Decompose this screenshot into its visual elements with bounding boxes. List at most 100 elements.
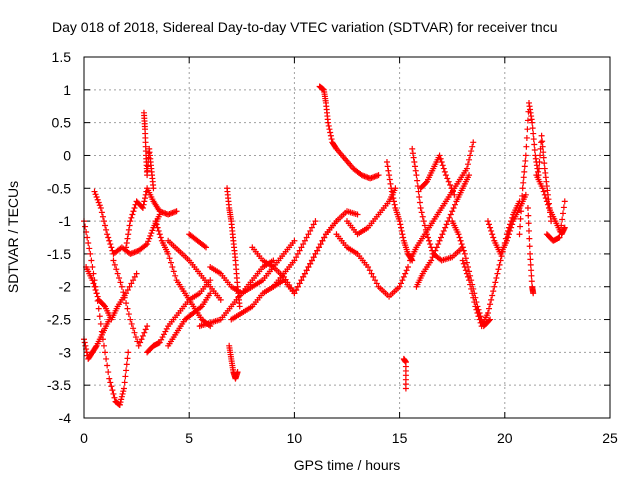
data-point [522, 157, 529, 164]
data-point [445, 178, 452, 185]
data-point [437, 234, 444, 241]
data-point [293, 254, 300, 261]
data-point [528, 272, 535, 279]
data-point [527, 250, 534, 257]
data-point [557, 228, 564, 235]
data-point [354, 211, 361, 218]
data-point [506, 231, 513, 238]
data-point [463, 270, 470, 277]
data-point [84, 234, 91, 241]
data-point [411, 159, 418, 166]
data-point [93, 290, 100, 297]
data-point [134, 338, 141, 345]
data-point [470, 294, 477, 301]
data-point [490, 288, 497, 295]
data-point [96, 313, 103, 320]
data-point [414, 177, 421, 184]
data-point [466, 277, 473, 284]
data-point [561, 224, 568, 231]
data-point [476, 316, 483, 323]
data-point [469, 290, 476, 297]
data-point [468, 148, 475, 155]
data-point [89, 277, 96, 284]
data-point [402, 270, 409, 277]
data-point [95, 305, 102, 312]
data-point [217, 296, 224, 303]
data-point [385, 167, 392, 174]
data-point [141, 329, 148, 336]
data-point [466, 172, 473, 179]
data-point [519, 185, 526, 192]
data-point [124, 235, 131, 242]
data-point [100, 342, 107, 349]
data-point [422, 179, 429, 186]
data-point [396, 218, 403, 225]
data-point [103, 355, 110, 362]
data-point [412, 167, 419, 174]
data-point [291, 290, 298, 297]
data-point [111, 394, 118, 401]
data-point [128, 320, 135, 327]
data-point [121, 379, 128, 386]
data-point [148, 230, 155, 237]
data-point [458, 241, 465, 248]
data-point [300, 241, 307, 248]
data-points [81, 83, 568, 408]
data-point [123, 290, 130, 297]
data-point [561, 198, 568, 205]
data-point [449, 208, 456, 215]
data-point [399, 231, 406, 238]
data-point [527, 256, 534, 263]
data-point [487, 224, 494, 231]
data-point [298, 277, 305, 284]
data-point [412, 163, 419, 170]
data-point [520, 179, 527, 186]
data-point [539, 143, 546, 150]
data-point [489, 292, 496, 299]
data-point [420, 218, 427, 225]
data-point [123, 361, 130, 368]
data-point [114, 270, 121, 277]
data-point [207, 277, 214, 284]
data-point [461, 264, 468, 271]
data-point [416, 194, 423, 201]
data-point [460, 247, 467, 254]
data-point [447, 181, 454, 188]
data-point [497, 257, 504, 264]
data-point [142, 326, 149, 333]
data-point [486, 221, 493, 228]
data-point [160, 331, 167, 338]
x-axis-label: GPS time / hours [294, 457, 401, 473]
data-point [560, 210, 567, 217]
data-point [536, 159, 543, 166]
data-point [157, 234, 164, 241]
data-point [107, 241, 114, 248]
data-point [428, 257, 435, 264]
data-point [145, 238, 152, 245]
data-point [388, 188, 395, 195]
data-point [97, 204, 104, 211]
data-point [130, 208, 137, 215]
data-point [441, 168, 448, 175]
data-point [463, 259, 470, 266]
data-point [542, 195, 549, 202]
data-point [484, 218, 491, 225]
data-point [383, 159, 390, 166]
x-tick-label: 5 [185, 430, 193, 446]
data-point [99, 213, 106, 220]
data-point [111, 261, 118, 268]
data-point [503, 237, 510, 244]
data-point [487, 301, 494, 308]
data-point [123, 239, 130, 246]
data-point [451, 191, 458, 198]
data-point [450, 204, 457, 211]
data-point [141, 198, 148, 205]
data-point [314, 247, 321, 254]
data-point [152, 218, 159, 225]
data-point [518, 208, 525, 215]
x-tick-label: 10 [287, 430, 303, 446]
data-point [530, 290, 537, 297]
data-point [447, 211, 454, 218]
data-point [305, 231, 312, 238]
